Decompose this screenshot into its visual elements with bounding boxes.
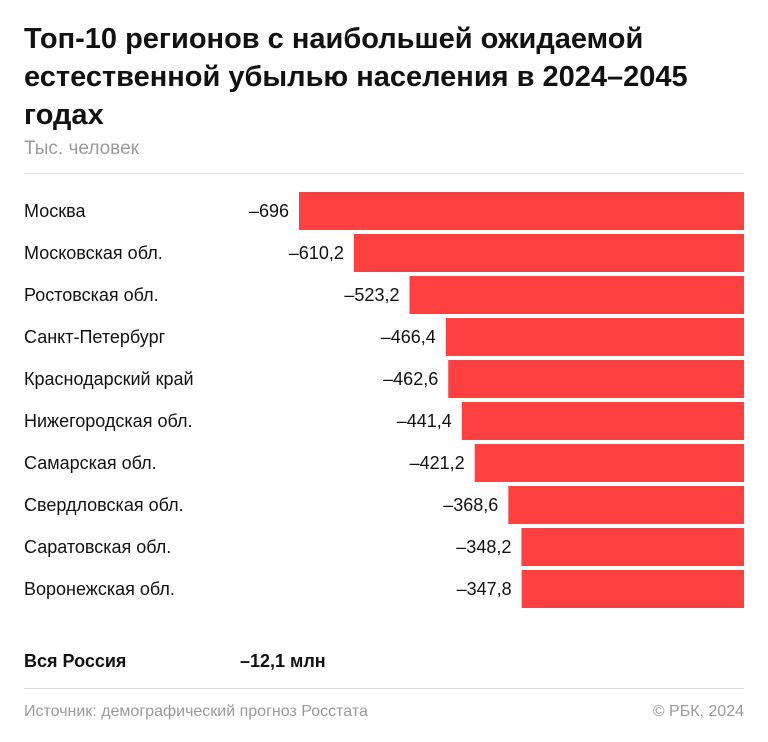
bar bbox=[521, 528, 744, 566]
category-label: Самарская обл. bbox=[24, 453, 157, 473]
bar bbox=[445, 318, 744, 356]
value-label: –523,2 bbox=[344, 285, 399, 305]
value-label: –466,4 bbox=[381, 327, 436, 347]
bar bbox=[521, 570, 744, 608]
bar-chart: Москва –696 Московская обл. –610,2 Ростовска… bbox=[24, 192, 744, 608]
value-label: –441,4 bbox=[397, 411, 452, 431]
top-divider bbox=[24, 173, 744, 174]
category-label: Саратовская обл. bbox=[24, 537, 171, 557]
bar bbox=[353, 234, 744, 272]
bar bbox=[474, 444, 744, 482]
value-label: –610,2 bbox=[289, 243, 344, 263]
bar bbox=[448, 360, 744, 398]
value-label: –348,2 bbox=[456, 537, 511, 557]
category-label: Свердловская обл. bbox=[24, 495, 184, 515]
total-label: Вся Россия bbox=[24, 651, 127, 671]
category-label: Нижегородская обл. bbox=[24, 411, 192, 431]
value-label: –368,6 bbox=[443, 495, 498, 515]
bar bbox=[299, 192, 744, 230]
source-note: Источник: демографический прогноз Росста… bbox=[24, 703, 368, 720]
category-label: Москва bbox=[24, 201, 86, 221]
category-label: Краснодарский край bbox=[24, 369, 194, 389]
category-label: Воронежская обл. bbox=[24, 579, 175, 599]
bar bbox=[461, 402, 744, 440]
bottom-divider bbox=[24, 688, 744, 689]
chart-title: Топ-10 регионов с наибольшей ожидаемой е… bbox=[24, 23, 688, 131]
copyright-note: © РБК, 2024 bbox=[652, 703, 744, 720]
bar bbox=[508, 486, 744, 524]
value-label: –421,2 bbox=[410, 453, 465, 473]
value-label: –347,8 bbox=[457, 579, 512, 599]
value-label: –696 bbox=[249, 201, 289, 221]
bar bbox=[409, 276, 744, 314]
category-label: Санкт-Петербург bbox=[24, 327, 166, 347]
chart-subtitle: Тыс. человек bbox=[24, 138, 139, 159]
category-label: Московская обл. bbox=[24, 243, 163, 263]
total-value: –12,1 млн bbox=[240, 651, 326, 671]
category-label: Ростовская обл. bbox=[24, 285, 159, 305]
value-label: –462,6 bbox=[383, 369, 438, 389]
